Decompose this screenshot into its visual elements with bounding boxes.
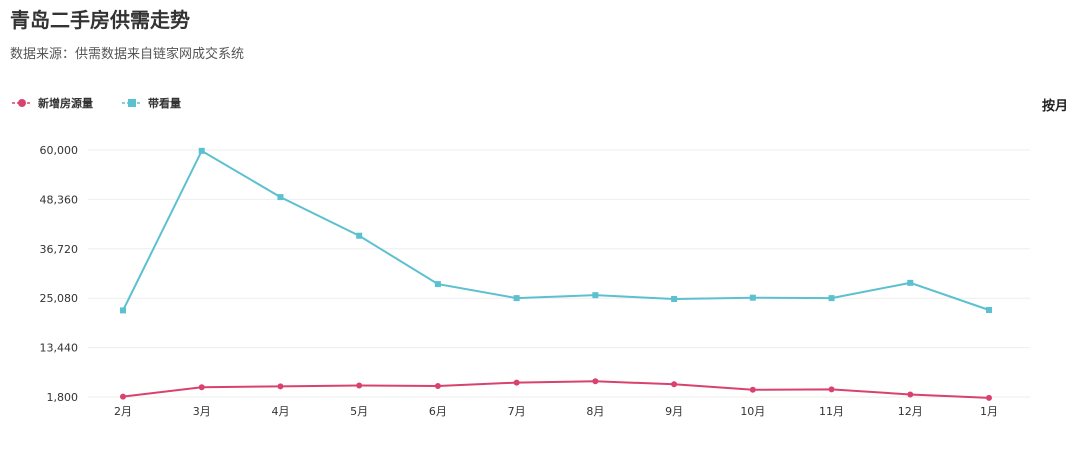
series-line-new-listings xyxy=(122,380,990,399)
period-toggle[interactable]: 按月 xyxy=(1041,99,1068,114)
x-tick-label: 2月 xyxy=(114,405,132,418)
data-point-new-listings xyxy=(434,382,441,389)
data-point-viewings xyxy=(828,295,835,302)
data-point-new-listings xyxy=(198,384,205,391)
x-tick-label: 7月 xyxy=(508,405,526,418)
data-point-new-listings xyxy=(828,386,835,393)
x-tick-label: 9月 xyxy=(665,405,683,418)
y-tick-label: 60,000 xyxy=(40,144,79,157)
x-tick-label: 3月 xyxy=(193,405,211,418)
y-tick-label: 25,080 xyxy=(40,292,79,305)
data-point-viewings xyxy=(120,307,126,314)
legend-marker-viewings xyxy=(122,99,142,107)
x-tick-label: 10月 xyxy=(740,405,765,418)
data-point-new-listings xyxy=(749,386,756,393)
data-point-viewings xyxy=(907,279,914,286)
data-point-new-listings xyxy=(671,381,678,388)
series-line-viewings xyxy=(122,149,990,311)
x-tick-label: 4月 xyxy=(271,405,289,418)
data-point-new-listings xyxy=(513,379,520,386)
data-point-viewings xyxy=(986,306,992,313)
x-tick-label: 5月 xyxy=(350,405,368,418)
data-point-new-listings xyxy=(592,378,599,385)
chart-subtitle: 数据来源：供需数据来自链家网成交系统 xyxy=(10,47,245,62)
y-tick-label: 13,440 xyxy=(40,342,79,355)
data-point-viewings xyxy=(671,295,678,302)
x-tick-label: 12月 xyxy=(898,405,923,418)
y-tick-label: 36,720 xyxy=(40,243,79,256)
data-point-new-listings xyxy=(120,393,126,400)
legend-marker-new-listings xyxy=(12,99,32,107)
data-point-viewings xyxy=(198,147,205,154)
legend-label-new-listings: 新增房源量 xyxy=(38,97,93,110)
data-point-viewings xyxy=(592,292,599,299)
data-point-viewings xyxy=(513,295,520,302)
x-tick-label: 1月 xyxy=(980,405,998,418)
y-tick-label: 48,360 xyxy=(40,193,79,206)
x-tick-label: 11月 xyxy=(819,405,844,418)
x-tick-label: 6月 xyxy=(429,405,447,418)
legend-label-viewings: 带看量 xyxy=(148,97,181,110)
data-point-new-listings xyxy=(986,394,992,401)
data-point-viewings xyxy=(749,294,756,301)
x-tick-label: 8月 xyxy=(586,405,604,418)
data-point-viewings xyxy=(434,281,441,288)
legend-item-viewings[interactable]: 带看量 xyxy=(122,95,181,111)
chart-title: 青岛二手房供需走势 xyxy=(10,8,190,32)
data-point-viewings xyxy=(277,194,284,201)
data-point-new-listings xyxy=(356,382,363,389)
data-point-viewings xyxy=(356,232,363,239)
data-point-new-listings xyxy=(277,383,284,390)
data-point-new-listings xyxy=(907,391,914,398)
legend-item-new-listings[interactable]: 新增房源量 xyxy=(12,95,93,111)
y-tick-label: 1,800 xyxy=(47,391,79,404)
